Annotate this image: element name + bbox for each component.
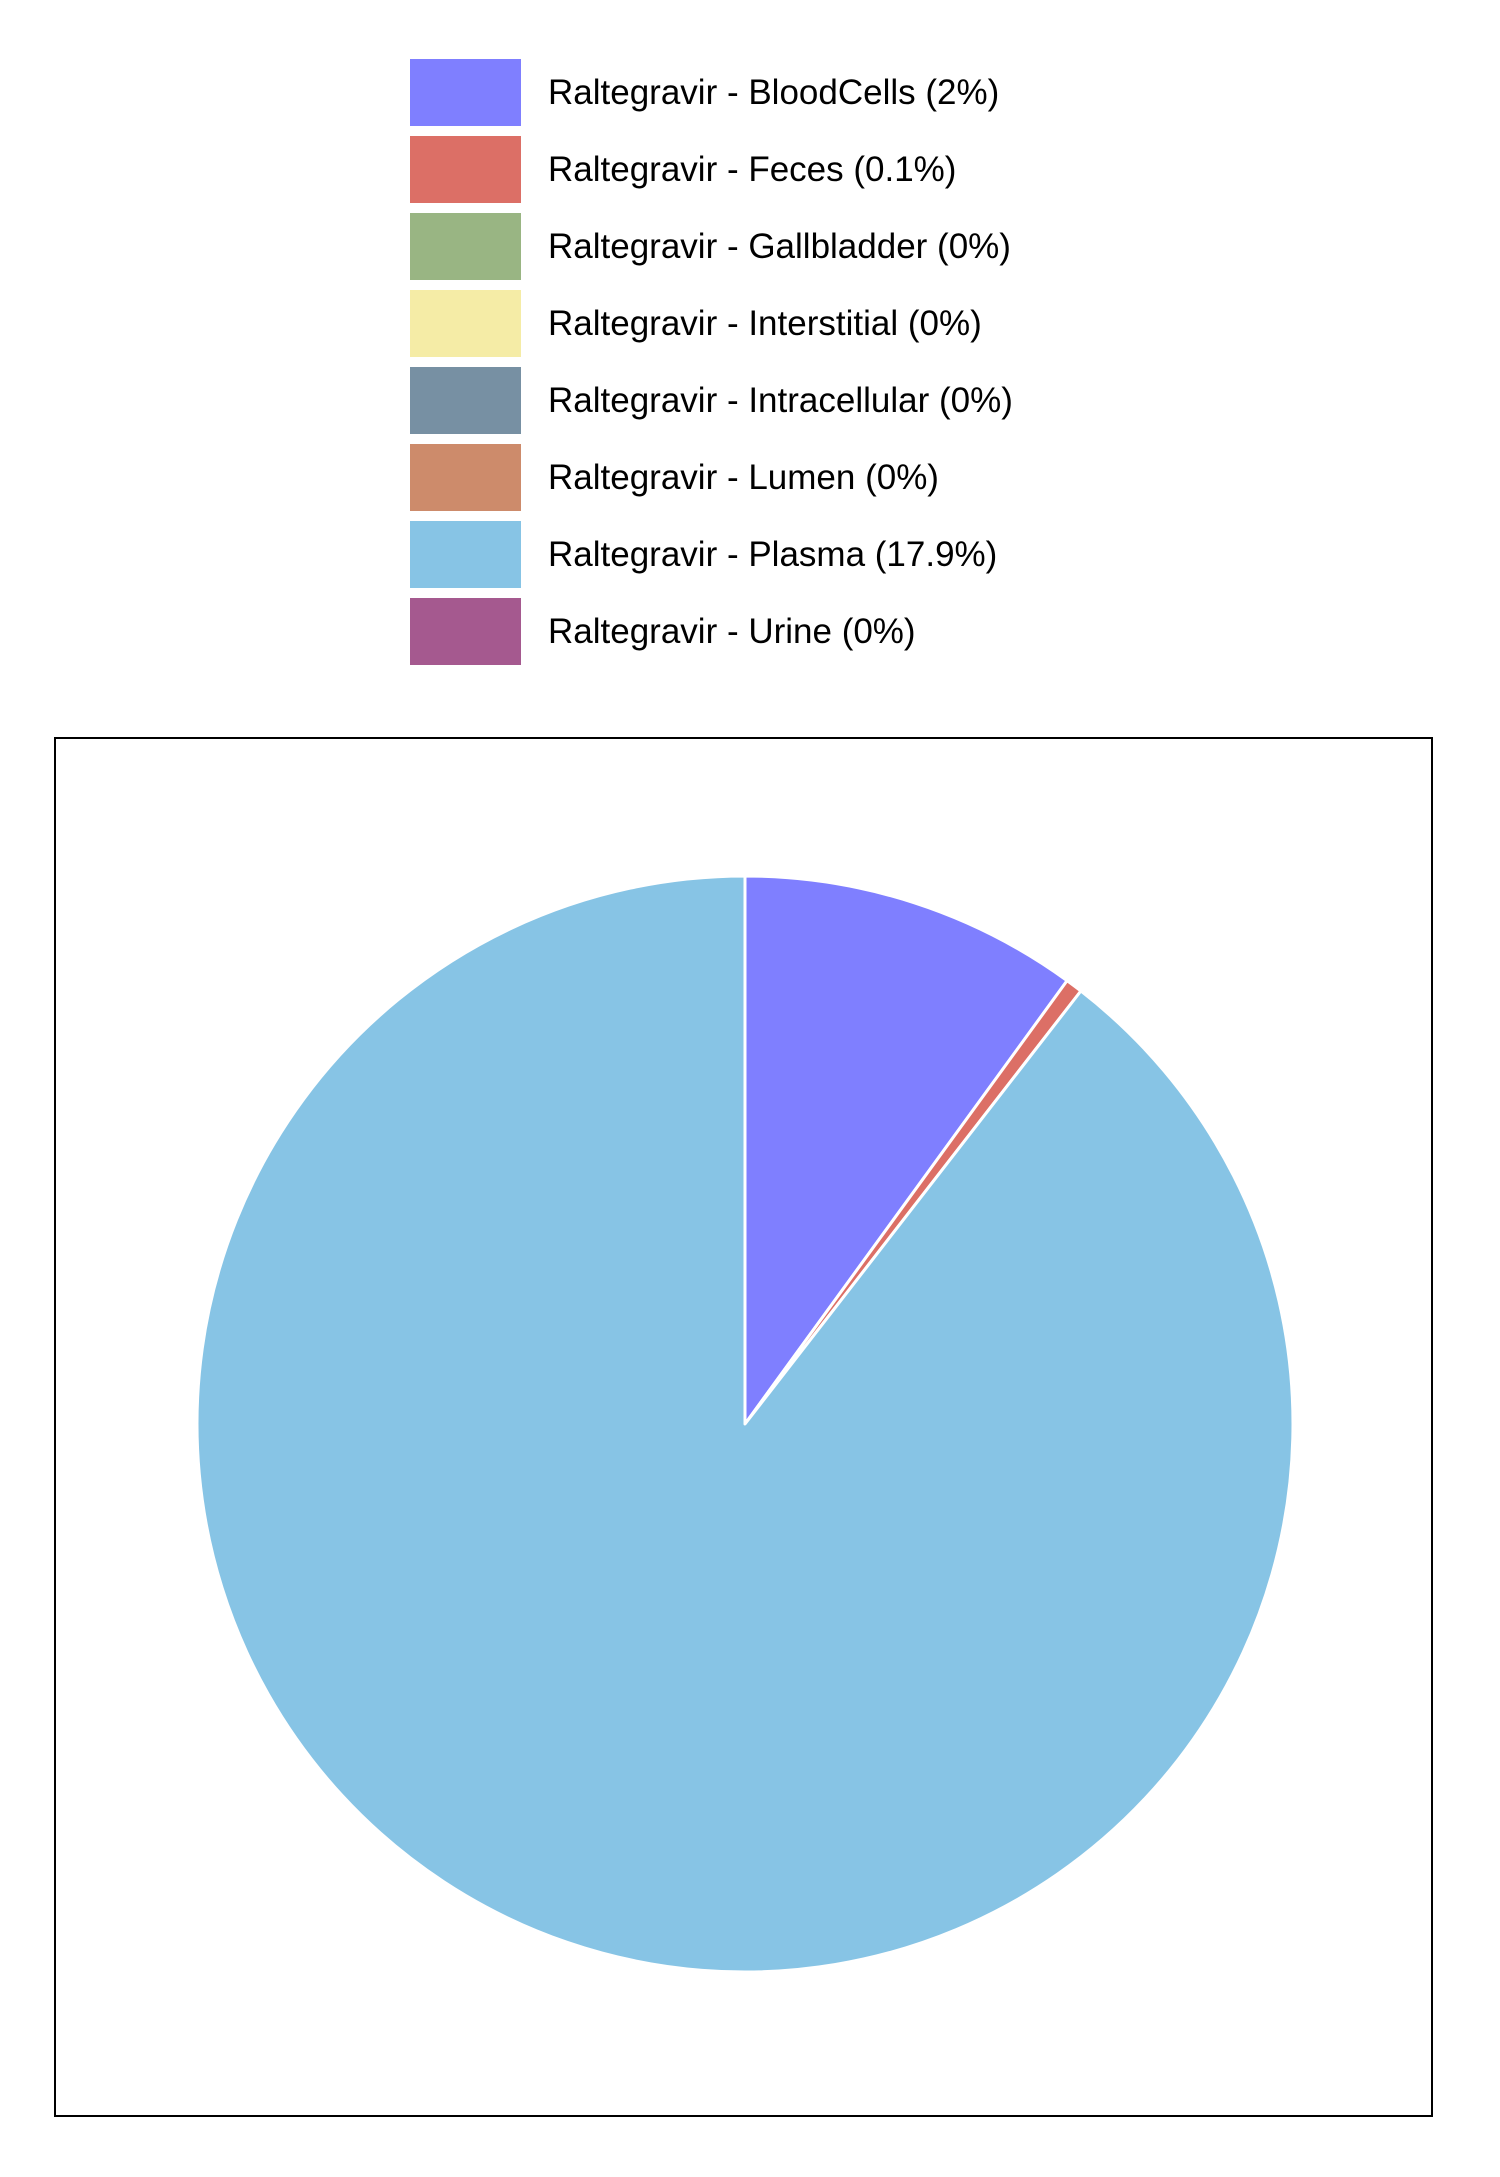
plot-panel	[54, 737, 1433, 2117]
legend-label: Raltegravir - BloodCells (2%)	[548, 73, 1000, 112]
legend-swatch	[410, 521, 521, 588]
legend-item: Raltegravir - Urine (0%)	[410, 598, 1170, 675]
legend-item: Raltegravir - Plasma (17.9%)	[410, 521, 1170, 598]
pie-slice	[743, 874, 1069, 1426]
legend-swatch	[410, 290, 521, 357]
legend-swatch	[410, 213, 521, 280]
pie-chart	[195, 874, 1295, 1974]
legend-item: Raltegravir - Lumen (0%)	[410, 444, 1170, 521]
legend-swatch	[410, 444, 521, 511]
legend-item: Raltegravir - BloodCells (2%)	[410, 59, 1170, 136]
legend-item: Raltegravir - Feces (0.1%)	[410, 136, 1170, 213]
legend-label: Raltegravir - Urine (0%)	[548, 612, 916, 651]
legend-label: Raltegravir - Lumen (0%)	[548, 458, 939, 497]
legend-item: Raltegravir - Interstitial (0%)	[410, 290, 1170, 367]
legend-label: Raltegravir - Plasma (17.9%)	[548, 535, 998, 574]
pie-slice	[195, 874, 1295, 1974]
legend-item: Raltegravir - Intracellular (0%)	[410, 367, 1170, 444]
legend-swatch	[410, 59, 521, 126]
legend-swatch	[410, 367, 521, 434]
legend-label: Raltegravir - Intracellular (0%)	[548, 381, 1013, 420]
legend-label: Raltegravir - Gallbladder (0%)	[548, 227, 1011, 266]
legend-swatch	[410, 136, 521, 203]
legend-label: Raltegravir - Interstitial (0%)	[548, 304, 982, 343]
legend-label: Raltegravir - Feces (0.1%)	[548, 150, 957, 189]
legend-swatch	[410, 598, 521, 665]
legend: Raltegravir - BloodCells (2%) Raltegravir…	[410, 59, 1170, 675]
legend-item: Raltegravir - Gallbladder (0%)	[410, 213, 1170, 290]
